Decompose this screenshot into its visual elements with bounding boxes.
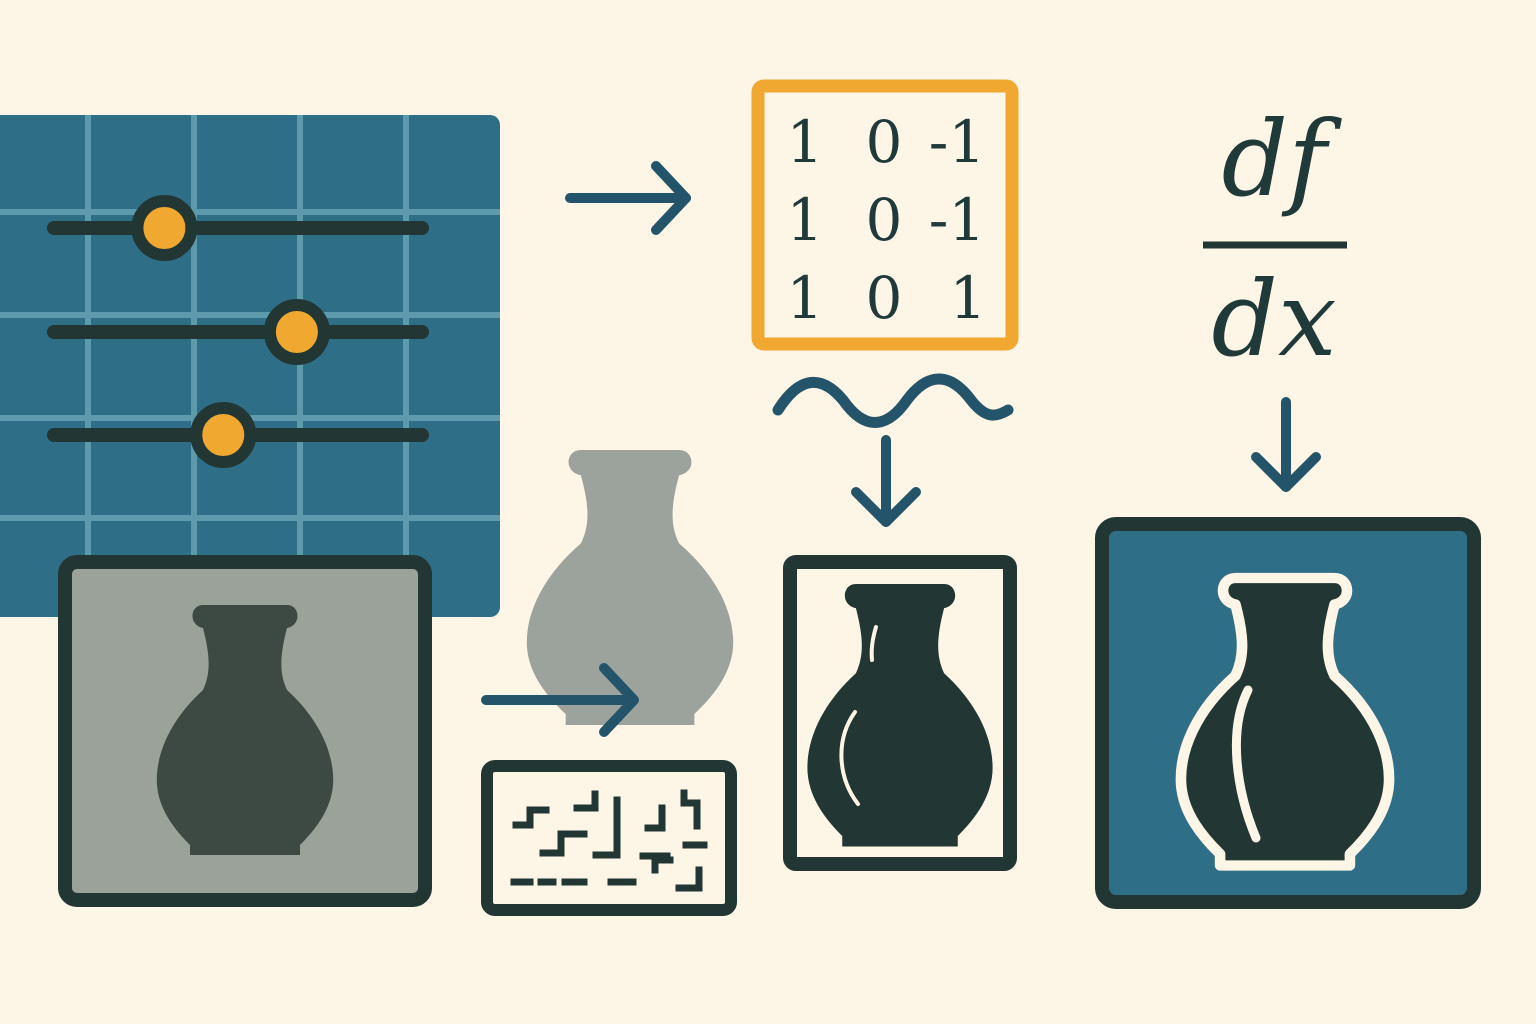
smoothed-vase-icon <box>526 450 734 725</box>
grid-lines <box>0 115 500 617</box>
kernel-cell-r2c1: 1 <box>787 186 824 254</box>
arrow-down-edge-icon <box>1251 397 1321 492</box>
kernel-cell-r2c2: 0 <box>866 186 903 254</box>
grid-panel-background <box>0 115 500 617</box>
slider-knob-3[interactable] <box>190 402 257 468</box>
kernel-cell-r2c3: -1 <box>929 186 986 254</box>
arrow-right-icon <box>481 663 639 737</box>
arrow-down-icon <box>851 435 921 527</box>
input-image-frame <box>58 555 432 907</box>
noise-pattern-icon <box>481 760 737 916</box>
arrow-to-kernel-icon <box>565 161 691 235</box>
derivative-denominator: dx <box>1211 258 1336 380</box>
kernel-cell-r3c1: 1 <box>787 264 824 332</box>
kernel-cell-r1c1: 1 <box>787 108 824 176</box>
sliders <box>47 195 429 468</box>
kernel-cell-r1c3: -1 <box>929 108 986 176</box>
edge-image-frame <box>1095 517 1481 909</box>
kernel-cell-r3c2: 0 <box>866 264 903 332</box>
kernel-frame <box>751 79 1019 351</box>
slider-knob-1[interactable] <box>131 195 198 261</box>
kernel-cell-r1c2: 0 <box>866 108 903 176</box>
wave-icon <box>772 373 1014 428</box>
filtered-image-frame <box>783 555 1017 871</box>
kernel-matrix: 1 0 -1 1 0 -1 1 0 1 <box>751 79 1019 351</box>
derivative-notation: df dx <box>1203 98 1347 380</box>
slider-grid-panel <box>0 115 500 617</box>
slider-knob-2[interactable] <box>263 299 330 365</box>
derivative-numerator: df <box>1221 98 1342 220</box>
kernel-cell-r3c3: 1 <box>950 264 987 332</box>
